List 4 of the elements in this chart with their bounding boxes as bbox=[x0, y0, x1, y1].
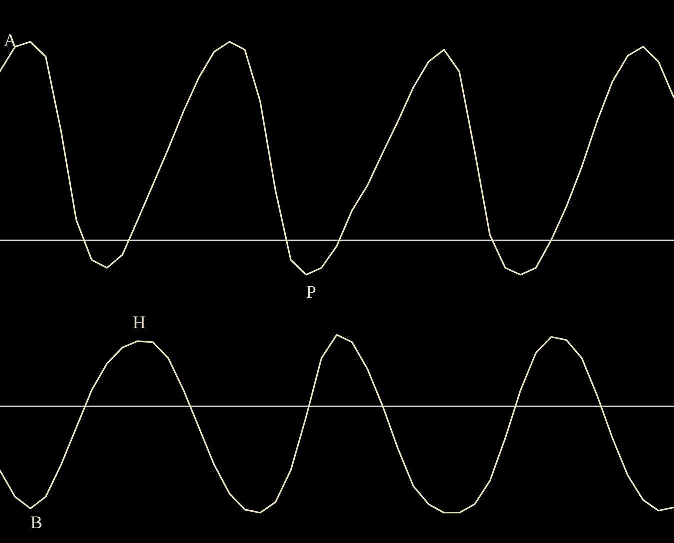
text: P bbox=[306, 282, 316, 302]
text: H bbox=[132, 312, 146, 332]
annotation: B bbox=[30, 512, 43, 533]
annotation: A bbox=[4, 30, 17, 51]
